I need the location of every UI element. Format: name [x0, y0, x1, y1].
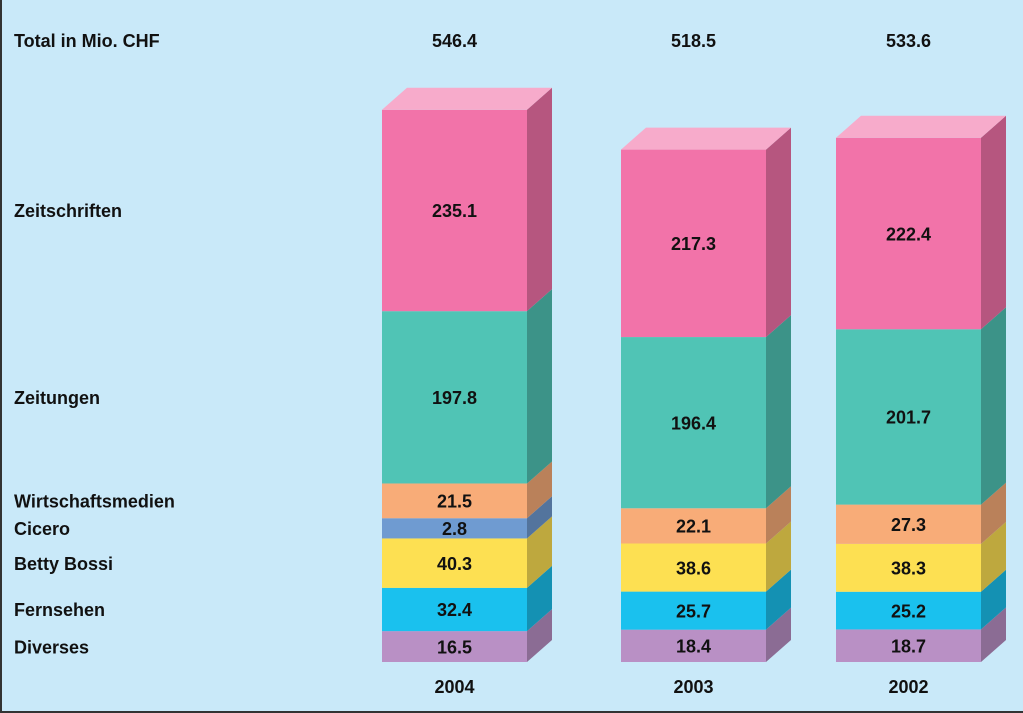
data-label: 25.2 [891, 601, 926, 621]
bar-side [981, 115, 1006, 330]
bar-top [382, 87, 552, 110]
bar-side [981, 607, 1006, 662]
legend-label: Fernsehen [14, 600, 105, 620]
legend-label: Wirtschaftsmedien [14, 492, 175, 512]
total-value: 533.6 [886, 31, 931, 51]
bar-segment [621, 149, 766, 338]
data-label: 197.8 [432, 388, 477, 408]
data-label: 235.1 [432, 201, 477, 221]
legend-label: Zeitungen [14, 388, 100, 408]
total-value: 518.5 [671, 31, 716, 51]
bar-side [527, 565, 552, 632]
bar-side [981, 569, 1006, 630]
bar-segment [382, 587, 527, 632]
bar-side [766, 127, 791, 338]
bar-segment [836, 591, 981, 630]
legend-label: Zeitschriften [14, 201, 122, 221]
bar-segment [836, 543, 981, 592]
bar-side [981, 482, 1006, 544]
bar-segment [382, 311, 527, 484]
bar-segment [621, 337, 766, 509]
bar-segment [836, 629, 981, 662]
data-label: 38.3 [891, 559, 926, 579]
data-label: 196.4 [671, 413, 716, 433]
bar-segment [382, 631, 527, 662]
data-label: 38.6 [676, 558, 711, 578]
bar-segment [836, 504, 981, 544]
bar-side [766, 607, 791, 662]
x-tick-label: 2003 [673, 677, 713, 697]
legend-label: Diverses [14, 637, 89, 657]
x-tick-label: 2004 [434, 677, 474, 697]
data-label: 40.3 [437, 554, 472, 574]
data-label: 25.7 [676, 601, 711, 621]
data-label: 201.7 [886, 408, 931, 428]
bar-segment [836, 137, 981, 330]
legend-label: Cicero [14, 519, 70, 539]
bar-segment [382, 109, 527, 312]
bar-side [527, 87, 552, 312]
legend-label: Betty Bossi [14, 554, 113, 574]
bar-side [527, 496, 552, 539]
bar-side [527, 461, 552, 519]
data-label: 21.5 [437, 492, 472, 512]
data-label: 222.4 [886, 224, 931, 244]
bar-segment [836, 329, 981, 505]
bar-segment [382, 518, 527, 539]
data-label: 22.1 [676, 517, 711, 537]
total-value: 546.4 [432, 31, 477, 51]
x-tick-label: 2002 [888, 677, 928, 697]
bar-side [766, 521, 791, 592]
data-label: 2.8 [442, 519, 467, 539]
bar-side [981, 521, 1006, 592]
bar-side [527, 609, 552, 662]
bar-segment [621, 543, 766, 592]
bar-segment [621, 591, 766, 630]
data-label: 217.3 [671, 234, 716, 254]
bar-side [766, 569, 791, 630]
data-label: 27.3 [891, 515, 926, 535]
bar-top [836, 115, 1006, 138]
data-label: 32.4 [437, 600, 472, 620]
bar-side [981, 307, 1006, 505]
data-label: 16.5 [437, 637, 472, 657]
bar-segment [621, 629, 766, 662]
bar-segment [382, 538, 527, 588]
bar-side [766, 315, 791, 509]
bar-segment [382, 483, 527, 519]
bar-side [527, 516, 552, 588]
data-label: 18.4 [676, 637, 711, 657]
bar-segment [621, 508, 766, 544]
bar-side [527, 289, 552, 484]
total-label: Total in Mio. CHF [14, 31, 160, 51]
data-label: 18.7 [891, 636, 926, 656]
bar-side [766, 486, 791, 544]
bar-top [621, 127, 791, 150]
